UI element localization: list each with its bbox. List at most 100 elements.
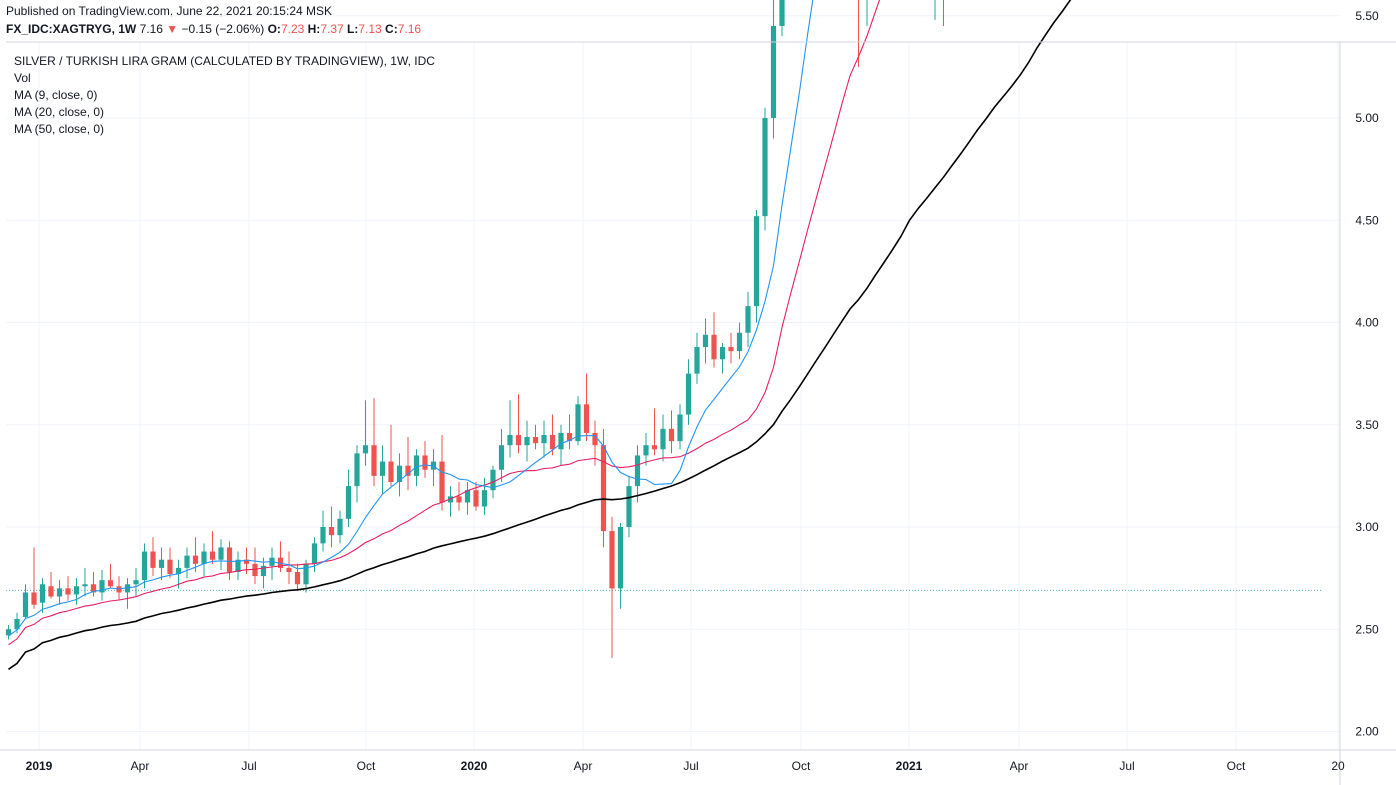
candle-body — [532, 437, 539, 444]
time-axis[interactable]: 2019 Apr Jul Oct 2020 Apr Jul Oct 2021 Apr Jul Oct 2… — [26, 759, 1345, 773]
candle-body — [124, 584, 131, 593]
candle-body — [626, 486, 632, 527]
candle-body — [107, 580, 114, 587]
candle-body — [396, 465, 403, 483]
candle-body — [65, 588, 71, 595]
candle-body — [133, 580, 139, 585]
candle-body — [218, 547, 224, 560]
candle-body — [498, 445, 505, 470]
candle-body — [583, 404, 590, 433]
high-label: H: — [307, 22, 321, 36]
x-tick-label: Apr — [574, 759, 593, 773]
chart-frame — [0, 41, 1396, 785]
candle-body — [82, 584, 88, 587]
candle-body — [209, 551, 216, 560]
x-tick-label: 2021 — [896, 759, 923, 773]
candle-body — [668, 428, 675, 442]
last-price: 7.16 — [139, 22, 163, 36]
y-tick-label: 3.50 — [1355, 418, 1379, 432]
candle-body — [473, 490, 479, 507]
y-tick-label: 5.50 — [1355, 9, 1379, 23]
symbol-quote-bar: FX_IDC:XAGTRYG, 1W 7.16 ▼ −0.15 (−2.06%)… — [6, 22, 421, 36]
candle-body — [745, 306, 751, 333]
candle-body — [617, 527, 624, 589]
candle-body — [5, 629, 12, 636]
down-arrow-icon: ▼ — [166, 22, 179, 36]
candle-body — [14, 619, 20, 630]
legend-ma20[interactable]: MA (20, close, 0) — [14, 105, 105, 119]
grid — [6, 15, 1340, 750]
legend-title: SILVER / TURKISH LIRA GRAM (CALCULATED B… — [14, 54, 435, 68]
legend-ma50[interactable]: MA (50, close, 0) — [14, 122, 105, 136]
symbol-label[interactable]: FX_IDC:XAGTRYG, 1W — [6, 22, 137, 36]
y-tick-label: 4.50 — [1355, 213, 1379, 227]
high-value: 7.37 — [320, 22, 344, 36]
candle-body — [685, 373, 692, 415]
candle-body — [507, 434, 513, 446]
candle-body — [260, 565, 267, 577]
candle-body — [379, 461, 386, 476]
y-tick-label: 2.50 — [1355, 622, 1379, 636]
candle-body — [31, 592, 37, 605]
candle-body — [634, 455, 641, 487]
candle-body — [694, 347, 700, 374]
candle-body — [73, 586, 80, 595]
candle-body — [464, 490, 471, 503]
candle-body — [524, 437, 530, 446]
candle-body — [575, 404, 581, 442]
candle-body — [702, 334, 709, 348]
published-notice: Published on TradingView.com, June 22, 2… — [6, 4, 332, 18]
y-tick-label: 3.00 — [1355, 520, 1379, 534]
candle-body — [320, 527, 326, 544]
candle-body — [294, 571, 301, 585]
candle-body — [753, 216, 760, 307]
candle-body — [736, 332, 743, 352]
x-tick-label: Apr — [1010, 759, 1029, 773]
candle-body — [22, 592, 29, 617]
candle-body — [422, 455, 428, 470]
candle-body — [660, 428, 666, 450]
ma50-line — [8, 0, 1072, 670]
candle-body — [252, 563, 258, 577]
candle-body — [141, 551, 148, 581]
candle-body — [651, 445, 658, 450]
x-tick-label: Oct — [1227, 759, 1246, 773]
candle-body — [362, 445, 369, 454]
candle-body — [99, 580, 105, 593]
candle-body — [175, 567, 182, 575]
candle-body — [609, 531, 615, 589]
candle-body — [719, 347, 726, 360]
candle-body — [515, 434, 522, 446]
x-tick-label: 20 — [1331, 759, 1345, 773]
price-axis[interactable]: 2.002.503.003.504.004.505.005.506.006.50… — [1355, 0, 1379, 739]
candle-body — [48, 586, 54, 597]
price-change: −0.15 (−2.06%) — [181, 22, 265, 36]
legend-vol[interactable]: Vol — [14, 71, 31, 85]
candle-body — [235, 559, 241, 572]
x-tick-label: Apr — [131, 759, 150, 773]
candle-body — [541, 434, 547, 444]
x-tick-label: 2019 — [26, 759, 53, 773]
candle-body — [566, 432, 573, 442]
candle-body — [328, 527, 335, 536]
candle-body — [711, 334, 717, 360]
open-label: O: — [267, 22, 281, 36]
x-tick-label: 2020 — [461, 759, 488, 773]
candle-body — [184, 555, 190, 568]
candle-body — [405, 465, 411, 476]
x-tick-label: Jul — [1119, 759, 1134, 773]
close-label: C: — [385, 22, 398, 36]
open-value: 7.23 — [280, 22, 305, 36]
legend-ma9[interactable]: MA (9, close, 0) — [14, 88, 98, 102]
x-tick-label: Oct — [357, 759, 376, 773]
x-tick-label: Jul — [241, 759, 256, 773]
x-tick-label: Jul — [683, 759, 698, 773]
candle-body — [354, 453, 360, 487]
candles — [5, 0, 944, 658]
y-tick-label: 5.00 — [1355, 111, 1379, 125]
candle-body — [481, 490, 488, 507]
y-tick-label: 4.00 — [1355, 316, 1379, 330]
candle-body — [677, 414, 683, 442]
candle-body — [192, 555, 199, 564]
